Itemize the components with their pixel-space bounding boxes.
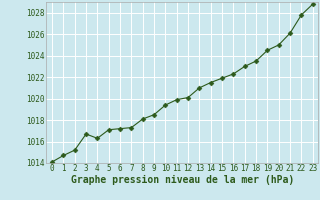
X-axis label: Graphe pression niveau de la mer (hPa): Graphe pression niveau de la mer (hPa): [71, 175, 294, 185]
